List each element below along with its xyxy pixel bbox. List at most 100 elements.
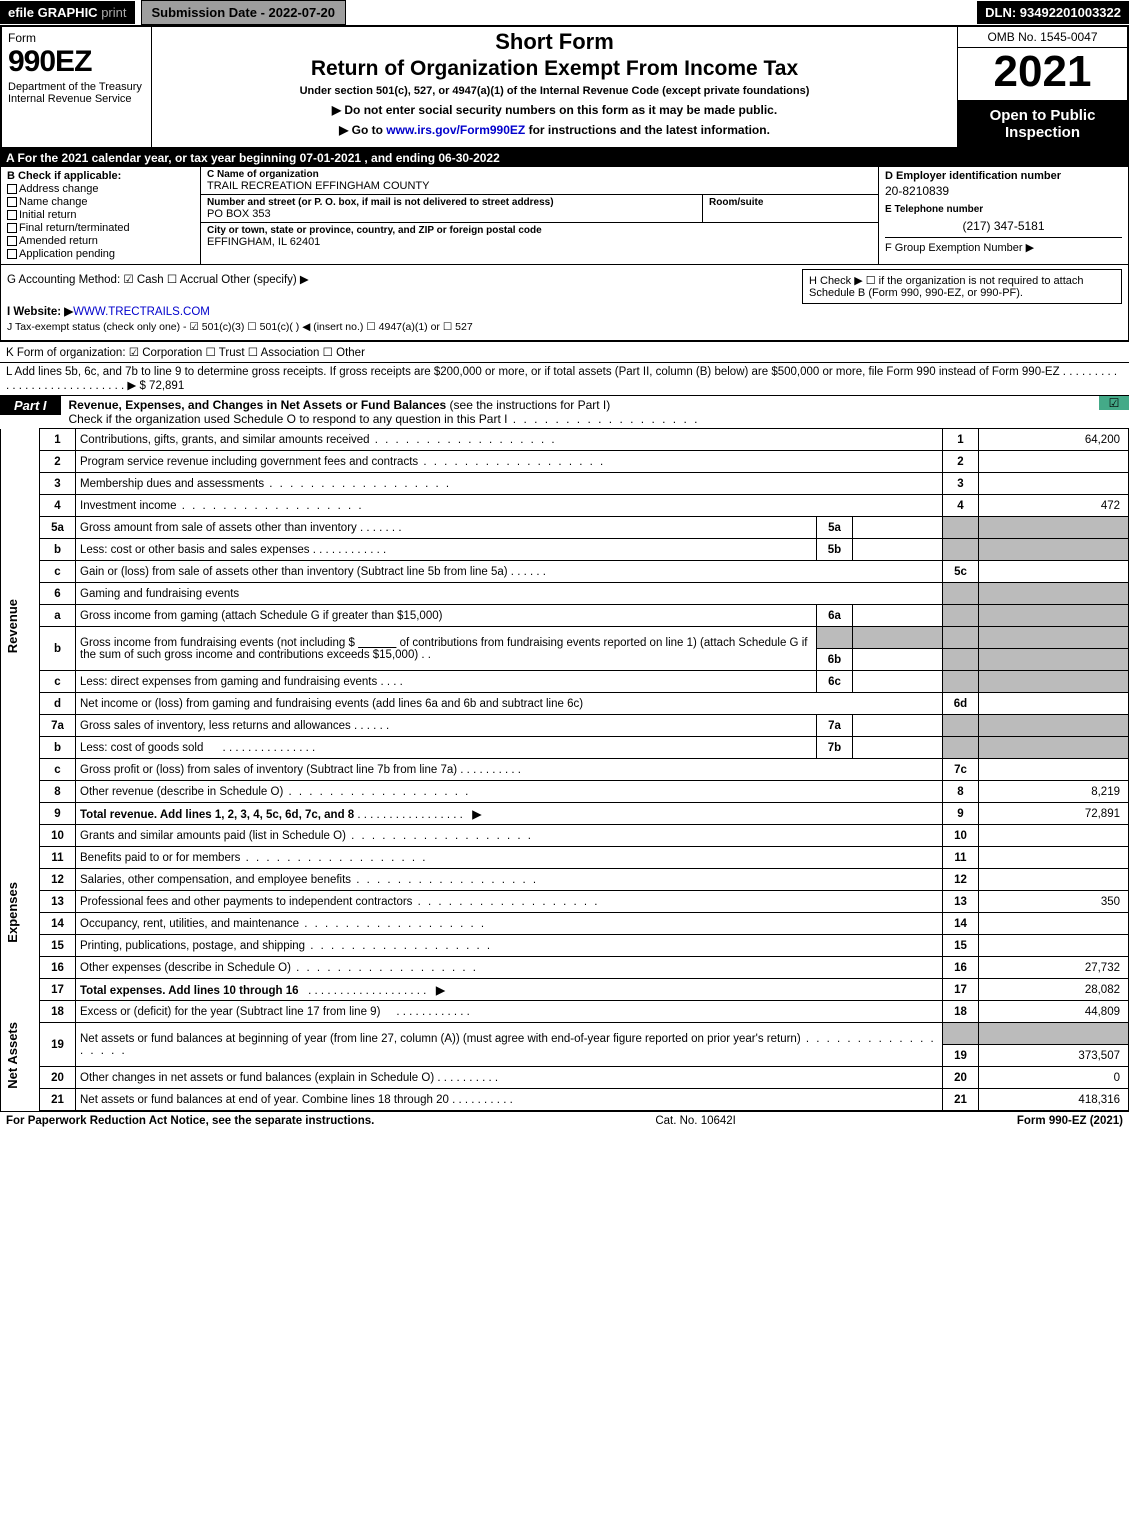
line-17-val: 28,082 [979,979,1129,1001]
line-15-val [979,935,1129,957]
line-1-val: 64,200 [979,429,1129,451]
line-18-val: 44,809 [979,1001,1129,1023]
form-label: Form [8,31,145,45]
chk-application-pending[interactable]: Application pending [7,248,194,260]
line-4-val: 472 [979,495,1129,517]
chk-final-return[interactable]: Final return/terminated [7,222,194,234]
line-12-val [979,869,1129,891]
line-14-val [979,913,1129,935]
line-21-desc: Net assets or fund balances at end of ye… [76,1089,943,1111]
expenses-label: Expenses [5,882,20,943]
line-5a-desc: Gross amount from sale of assets other t… [76,517,817,539]
part-1-header: Part I Revenue, Expenses, and Changes in… [0,395,1129,428]
goto-line: ▶ Go to www.irs.gov/Form990EZ for instru… [160,123,949,137]
footer-paperwork: For Paperwork Reduction Act Notice, see … [6,1115,374,1127]
row-a-tax-year: A For the 2021 calendar year, or tax yea… [0,149,1129,167]
line-1-desc: Contributions, gifts, grants, and simila… [76,429,943,451]
line-7b-desc: Less: cost of goods sold . . . . . . . .… [76,737,817,759]
top-bar: efile GRAPHIC print Submission Date - 20… [0,0,1129,27]
page-footer: For Paperwork Reduction Act Notice, see … [0,1111,1129,1130]
part-1-check[interactable]: ☑ [1099,396,1129,410]
line-13-val: 350 [979,891,1129,913]
i-website: I Website: ▶WWW.TRECTRAILS.COM [7,304,1122,318]
chk-address-change[interactable]: Address change [7,183,194,195]
dept-treasury: Department of the Treasury Internal Reve… [8,81,145,105]
part-1-tab: Part I [0,396,61,415]
org-name: TRAIL RECREATION EFFINGHAM COUNTY [207,180,872,192]
ein-value: 20-8210839 [885,184,1122,198]
block-ghij: H Check ▶ ☐ if the organization is not r… [0,265,1129,341]
line-5b-val [853,539,943,561]
website-link[interactable]: WWW.TRECTRAILS.COM [73,306,210,318]
room-cell: Room/suite [702,195,878,222]
street-address: PO BOX 353 [207,208,696,220]
line-1-num: 1 [40,429,76,451]
line-16-desc: Other expenses (describe in Schedule O) [76,957,943,979]
line-2-desc: Program service revenue including govern… [76,451,943,473]
tax-year: 2021 [958,48,1127,101]
line-8-desc: Other revenue (describe in Schedule O) [76,781,943,803]
line-20-val: 0 [979,1067,1129,1089]
line-6d-desc: Net income or (loss) from gaming and fun… [76,693,943,715]
line-6d-val [979,693,1129,715]
form-header: Form 990EZ Department of the Treasury In… [0,27,1129,149]
chk-name-change[interactable]: Name change [7,196,194,208]
line-3-desc: Membership dues and assessments [76,473,943,495]
efile-graphic[interactable]: efile GRAPHIC print [0,1,135,24]
chk-initial-return[interactable]: Initial return [7,209,194,221]
chk-amended-return[interactable]: Amended return [7,235,194,247]
f-group-exemption: F Group Exemption Number ▶ [885,237,1122,254]
line-9-desc: Total revenue. Add lines 1, 2, 3, 4, 5c,… [76,803,943,825]
line-16-val: 27,732 [979,957,1129,979]
line-10-val [979,825,1129,847]
line-6a-desc: Gross income from gaming (attach Schedul… [76,605,817,627]
footer-form: Form 990-EZ (2021) [1017,1115,1123,1127]
under-section: Under section 501(c), 527, or 4947(a)(1)… [160,85,949,97]
do-not-enter: ▶ Do not enter social security numbers o… [160,103,949,117]
omb-number: OMB No. 1545-0047 [958,27,1127,48]
irs-link[interactable]: www.irs.gov/Form990EZ [386,123,525,137]
block-bcdef: B Check if applicable: Address change Na… [0,167,1129,265]
line-19-desc: Net assets or fund balances at beginning… [76,1023,943,1067]
line-6b-desc: Gross income from fundraising events (no… [76,627,817,671]
telephone-value: (217) 347-5181 [885,219,1122,233]
col-c-org-info: C Name of organization TRAIL RECREATION … [201,167,878,264]
col-def: D Employer identification number 20-8210… [878,167,1128,264]
line-19-val: 373,507 [979,1045,1129,1067]
b-header: B Check if applicable: [7,170,194,182]
line-4-desc: Investment income [76,495,943,517]
header-center: Short Form Return of Organization Exempt… [152,27,957,147]
submission-date: Submission Date - 2022-07-20 [141,0,347,25]
line-7c-desc: Gross profit or (loss) from sales of inv… [76,759,943,781]
netassets-label: Net Assets [5,1022,20,1089]
line-5c-val [979,561,1129,583]
line-1-rnum: 1 [943,429,979,451]
line-12-desc: Salaries, other compensation, and employ… [76,869,943,891]
j-tax-exempt: J Tax-exempt status (check only one) - ☑… [7,321,1122,333]
k-form-org: K Form of organization: ☑ Corporation ☐ … [0,341,1129,362]
line-6a-val [853,605,943,627]
line-15-desc: Printing, publications, postage, and shi… [76,935,943,957]
line-3-val [979,473,1129,495]
line-17-desc: Total expenses. Add lines 10 through 16 … [76,979,943,1001]
line-11-val [979,847,1129,869]
city-state-zip: EFFINGHAM, IL 62401 [207,236,872,248]
line-7a-val [853,715,943,737]
dln: DLN: 93492201003322 [977,1,1129,24]
form-number: 990EZ [8,45,145,79]
line-6-desc: Gaming and fundraising events [76,583,943,605]
revenue-label: Revenue [5,599,20,653]
line-18-desc: Excess or (deficit) for the year (Subtra… [76,1001,943,1023]
line-6c-desc: Less: direct expenses from gaming and fu… [76,671,817,693]
d-ein-header: D Employer identification number [885,170,1122,182]
street-cell: Number and street (or P. O. box, if mail… [201,195,702,222]
line-7b-val [853,737,943,759]
h-check-box: H Check ▶ ☐ if the organization is not r… [802,269,1122,304]
header-right: OMB No. 1545-0047 2021 Open to Public In… [957,27,1127,147]
open-to-public: Open to Public Inspection [958,101,1127,147]
line-13-desc: Professional fees and other payments to … [76,891,943,913]
line-2-num: 2 [40,451,76,473]
print-link[interactable]: print [101,5,126,20]
org-name-cell: C Name of organization TRAIL RECREATION … [201,167,878,194]
line-11-desc: Benefits paid to or for members [76,847,943,869]
